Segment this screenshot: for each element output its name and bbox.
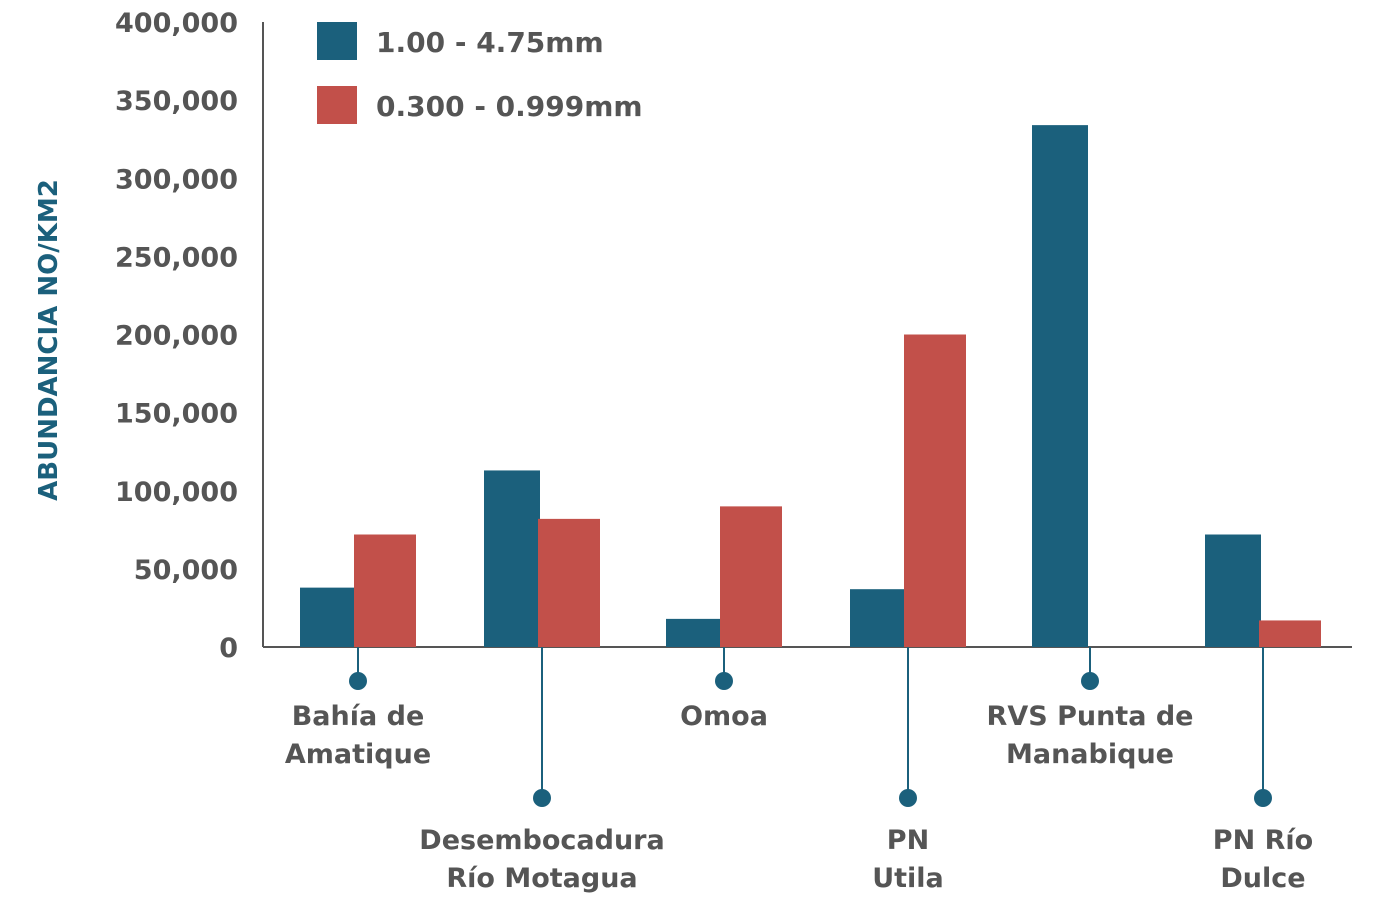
category-label: Río Motagua bbox=[446, 863, 637, 894]
category-labels: Bahía de Amatique Desembocadura Río Motagua… bbox=[285, 701, 1313, 894]
bar-small-0 bbox=[354, 534, 416, 647]
connector-dot bbox=[1254, 789, 1272, 807]
connector-dot bbox=[715, 672, 733, 690]
category-label: Manabique bbox=[1006, 739, 1174, 770]
y-axis-title: ABUNDANCIA NO/KM2 bbox=[34, 179, 64, 501]
legend-label: 1.00 - 4.75mm bbox=[376, 26, 604, 59]
category-label: Desembocadura bbox=[419, 825, 664, 856]
y-tick-label: 200,000 bbox=[115, 321, 238, 352]
bar-small-2 bbox=[720, 506, 782, 647]
y-tick-label: 350,000 bbox=[115, 86, 238, 117]
y-axis-ticks: 0 50,000 100,000 150,000 200,000 250,000 300,0… bbox=[115, 8, 238, 664]
category-label: Dulce bbox=[1220, 863, 1305, 894]
bar-large-3 bbox=[850, 589, 906, 647]
category-label: PN Río bbox=[1213, 825, 1313, 856]
axes bbox=[262, 22, 1352, 648]
connector-dot bbox=[533, 789, 551, 807]
y-tick-label: 150,000 bbox=[115, 399, 238, 430]
bar-large-5 bbox=[1205, 534, 1261, 647]
bar-large-4 bbox=[1032, 125, 1088, 647]
category-label: Amatique bbox=[285, 739, 431, 770]
category-label: PN bbox=[887, 825, 929, 856]
bar-large-2 bbox=[666, 618, 722, 647]
category-label: Bahía de bbox=[292, 701, 425, 732]
connector-dot bbox=[349, 672, 367, 690]
bars bbox=[300, 125, 1321, 647]
bar-small-3 bbox=[904, 334, 966, 647]
category-label: RVS Punta de bbox=[987, 701, 1194, 732]
y-tick-label: 0 bbox=[219, 633, 238, 664]
legend: 1.00 - 4.75mm 0.300 - 0.999mm bbox=[317, 22, 643, 124]
y-tick-label: 300,000 bbox=[115, 164, 238, 195]
category-label: Omoa bbox=[680, 701, 768, 732]
bar-large-0 bbox=[300, 587, 356, 647]
category-connectors bbox=[349, 647, 1272, 807]
legend-label: 0.300 - 0.999mm bbox=[376, 90, 643, 123]
bar-small-5 bbox=[1259, 620, 1321, 647]
legend-swatch bbox=[317, 22, 357, 60]
category-label: Utila bbox=[872, 863, 944, 894]
legend-swatch bbox=[317, 86, 357, 124]
y-tick-label: 400,000 bbox=[115, 8, 238, 39]
connector-dot bbox=[899, 789, 917, 807]
bar-large-1 bbox=[484, 470, 540, 647]
y-tick-label: 100,000 bbox=[115, 477, 238, 508]
y-tick-label: 250,000 bbox=[115, 242, 238, 273]
y-tick-label: 50,000 bbox=[134, 555, 238, 586]
bar-small-1 bbox=[538, 518, 600, 647]
y-axis-title-group: ABUNDANCIA NO/KM2 bbox=[34, 179, 64, 501]
connector-dot bbox=[1081, 672, 1099, 690]
